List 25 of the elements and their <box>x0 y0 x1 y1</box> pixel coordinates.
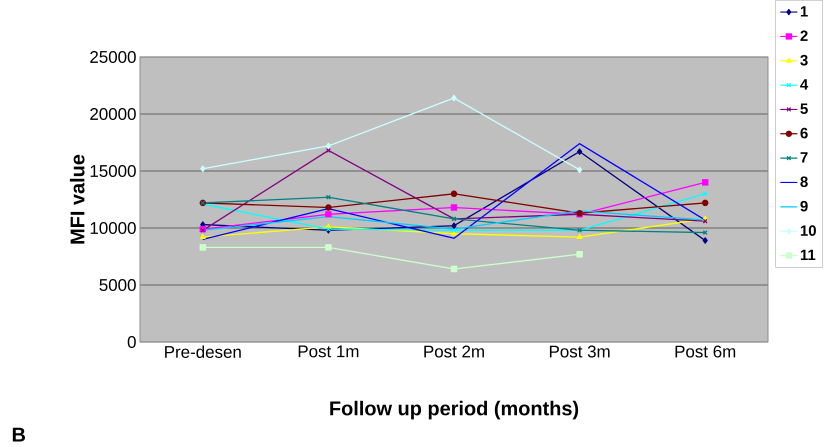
legend-label: 3 <box>800 54 808 66</box>
legend-label: 6 <box>800 128 808 138</box>
text: B <box>12 428 26 442</box>
y-axis-title: MFI value <box>70 154 85 244</box>
legend-label: 7 <box>800 152 808 162</box>
x-tick-label: Post 3m <box>550 346 610 358</box>
legend-label: 9 <box>800 200 808 212</box>
x-tick-label: Post 1m <box>298 346 358 358</box>
y-tick-label: 20000 <box>90 108 136 120</box>
x-axis-title: Follow up period (months) <box>330 400 578 420</box>
y-tick-label: 15000 <box>90 165 136 177</box>
y-tick-label: 0 <box>128 336 136 348</box>
y-tick-label: 25000 <box>90 51 136 63</box>
legend-label: 4 <box>800 79 808 90</box>
legend-label: 5 <box>800 104 808 114</box>
y-tick-label: 10000 <box>90 222 136 234</box>
legend-label: 11 <box>800 250 816 260</box>
legend-label: 8 <box>800 176 808 188</box>
legend-label: 10 <box>800 225 816 236</box>
x-tick-label: Post 6m <box>676 346 736 358</box>
y-tick-label: 5000 <box>99 279 136 291</box>
x-tick-label: Post 2m <box>424 346 484 358</box>
legend-label: 2 <box>800 30 808 41</box>
legend-label: 1 <box>800 6 808 16</box>
x-tick-label: Pre-desen <box>165 346 241 358</box>
